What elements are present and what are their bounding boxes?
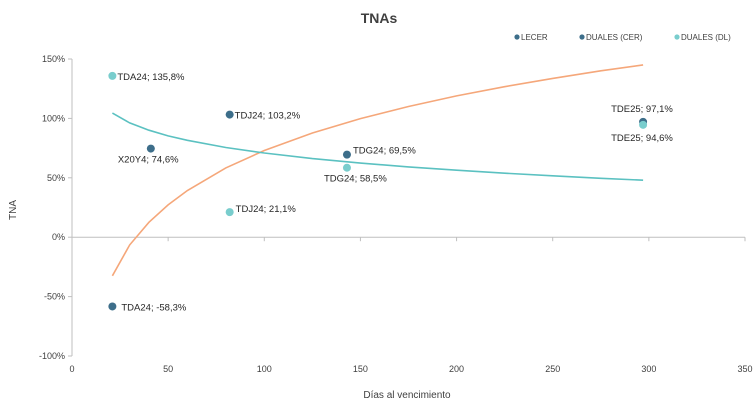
y-tick-label: -100% [39, 351, 65, 361]
data-point [108, 302, 117, 311]
x-tick-label: 300 [641, 364, 656, 374]
plot-area: -100% -50% 0% 50% 100% 150% 0 50 100 150 200 250 300… [39, 54, 753, 374]
y-tick-label: 150% [42, 54, 65, 64]
data-point [225, 110, 234, 119]
x-tick-label: 200 [449, 364, 464, 374]
x-tick-label: 50 [163, 364, 173, 374]
legend-entry: DUALES (DL) [681, 33, 731, 42]
data-label: TDJ24; 21,1% [236, 204, 297, 215]
data-label: TDG24; 58,5% [324, 174, 387, 185]
y-axis-label: TNA [8, 200, 19, 220]
y-tick-label: 0% [52, 232, 65, 242]
x-axis-label: Días al vencimiento [363, 390, 451, 401]
legend-entry: DUALES (CER) [586, 33, 643, 42]
data-label: TDA24; 135,8% [117, 72, 185, 83]
legend: LECER DUALES (CER) DUALES (DL) [514, 33, 731, 42]
data-point [342, 150, 351, 159]
data-label: TDA24; -58,3% [121, 302, 186, 313]
legend-marker [514, 34, 520, 40]
y-tick-label: -50% [44, 292, 65, 302]
data-point [225, 208, 234, 217]
x-tick-label: 100 [257, 364, 272, 374]
data-label: TDJ24; 103,2% [235, 111, 301, 122]
trendline-1 [111, 64, 644, 277]
chart-title: TNAs [361, 10, 398, 26]
data-point [146, 144, 155, 153]
data-label: TDE25; 97,1% [611, 104, 673, 115]
data-label: TDG24; 69,5% [353, 146, 416, 157]
data-point [342, 163, 351, 172]
data-point [108, 71, 117, 80]
legend-entry: LECER [521, 33, 548, 42]
legend-marker [579, 34, 585, 40]
data-label: X20Y4; 74,6% [118, 155, 179, 166]
x-tick-label: 0 [69, 364, 74, 374]
y-tick-label: 100% [42, 113, 65, 123]
legend-marker [674, 34, 680, 40]
data-point [639, 120, 648, 129]
x-tick-label: 150 [353, 364, 368, 374]
trendline-2 [112, 112, 644, 181]
x-tick-label: 350 [737, 364, 752, 374]
data-label: TDE25; 94,6% [611, 133, 673, 144]
y-tick-label: 50% [47, 173, 65, 183]
x-tick-label: 250 [545, 364, 560, 374]
